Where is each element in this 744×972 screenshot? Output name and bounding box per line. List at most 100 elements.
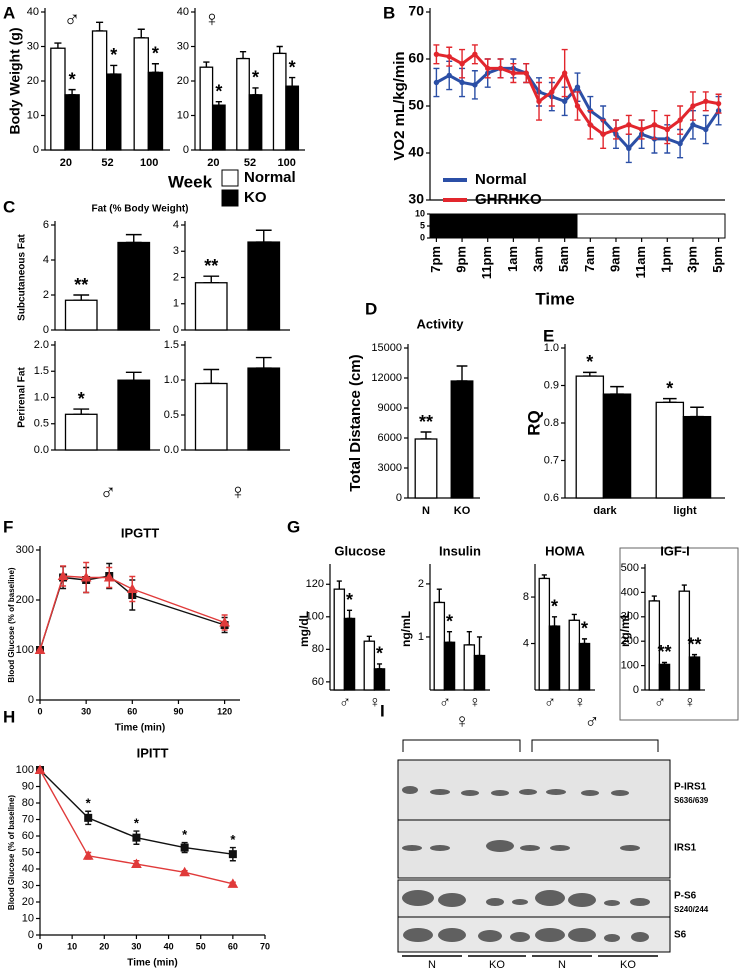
bar	[538, 577, 551, 691]
marker	[638, 126, 645, 133]
panel-label: G	[287, 517, 300, 536]
y-tick-label: 10	[177, 109, 189, 121]
error-bar	[203, 61, 210, 68]
panel-label: E	[543, 326, 554, 345]
legend-label: KO	[244, 189, 267, 206]
y-tick-label: 8	[523, 591, 529, 603]
dark-period	[430, 214, 578, 238]
error-bar	[571, 613, 577, 621]
significance: *	[376, 644, 383, 664]
x-tick-label: ♂	[544, 694, 556, 711]
y-axis-label: Blood Glucose (% of baseline)	[7, 567, 16, 682]
marker	[664, 126, 670, 133]
error-bar	[289, 76, 296, 87]
significance: *	[346, 590, 353, 610]
error-bar	[476, 636, 483, 657]
error-bar	[276, 45, 283, 55]
y-tick-label: 0	[33, 144, 39, 156]
x-tick-label: N	[422, 505, 430, 517]
error-bar	[73, 408, 90, 415]
x-tick-label: ♂	[654, 694, 666, 711]
panel-label: C	[3, 197, 15, 216]
bar	[443, 641, 456, 691]
y-tick-label: 50	[408, 97, 424, 113]
y-tick-label: 300	[16, 544, 34, 556]
x-tick-label: 52	[244, 157, 256, 169]
significance: *	[215, 81, 222, 101]
error-bar	[336, 580, 342, 590]
x-axis-label: Time (min)	[127, 958, 177, 969]
bar	[678, 590, 691, 691]
x-tick-label: 10	[67, 941, 77, 951]
marker	[574, 103, 581, 109]
bar	[548, 625, 561, 691]
error-bar	[255, 356, 272, 369]
series-line	[39, 575, 225, 651]
y-tick-label: 300	[621, 611, 639, 623]
marker	[523, 70, 529, 76]
x-tick-label: ♀	[469, 694, 481, 711]
y-tick-label: 80	[22, 797, 34, 809]
bar	[194, 382, 228, 451]
blot-frame	[397, 879, 671, 953]
legend-swatch	[221, 169, 239, 187]
marker	[536, 98, 542, 105]
bar	[133, 37, 149, 151]
significance: *	[252, 68, 259, 88]
y-tick-label: 0	[43, 324, 49, 336]
y-tick-label: 200	[16, 594, 34, 606]
x-tick-label: 7am	[582, 246, 597, 272]
blot-label: P-IRS1	[674, 782, 707, 793]
error-bar	[73, 294, 90, 301]
bar	[64, 413, 98, 451]
bar	[648, 600, 661, 691]
y-tick-label: 60	[408, 50, 424, 66]
significance: *	[110, 45, 117, 65]
chart-title: Fat (% Body Weight)	[91, 204, 188, 215]
error-bar	[446, 630, 453, 643]
y-tick-label: 2	[43, 289, 49, 301]
x-tick-label: ♂	[439, 694, 451, 711]
strip-tick-label: 10	[415, 208, 425, 218]
marker	[219, 616, 230, 627]
x-axis-label: Time (min)	[115, 723, 165, 734]
error-bar	[346, 609, 353, 620]
y-tick-label: 2.0	[34, 339, 49, 351]
chart-title: IGF-I	[660, 543, 690, 558]
y-axis-label: Perirenal Fat	[17, 367, 28, 428]
y-tick-label: 20	[177, 75, 189, 87]
y-tick-label: 30	[22, 879, 34, 891]
blot-site: S240/244	[674, 905, 709, 914]
bar	[373, 668, 386, 691]
y-tick-label: 9000	[378, 402, 402, 414]
y-tick-label: 40	[27, 6, 39, 18]
y-axis-label: Blood Glucose (% of baseline)	[7, 795, 16, 910]
bar	[688, 656, 701, 691]
error-bar	[252, 87, 259, 96]
bar	[363, 640, 376, 691]
panel-label: H	[3, 707, 15, 726]
significance: *	[78, 389, 85, 409]
y-tick-label: 10	[27, 109, 39, 121]
sex-symbol: ♀	[204, 6, 221, 31]
x-tick-label: light	[673, 505, 697, 517]
y-axis-label: ng/mL	[618, 611, 632, 647]
x-tick-label: 5pm	[710, 246, 725, 273]
marker	[561, 70, 568, 76]
marker	[472, 82, 478, 88]
y-tick-label: 0.5	[34, 418, 49, 430]
marker	[651, 122, 658, 128]
y-tick-label: 0	[173, 324, 179, 336]
y-tick-label: 0	[183, 144, 189, 156]
error-bar	[690, 406, 704, 418]
x-tick-label: dark	[593, 505, 617, 517]
bar	[248, 94, 263, 151]
x-tick-label: 9am	[607, 246, 622, 272]
marker	[677, 117, 683, 123]
marker	[433, 79, 440, 86]
y-tick-label: 60	[22, 830, 34, 842]
chart-title: Activity	[417, 316, 465, 331]
y-tick-label: 3	[173, 245, 179, 257]
bar	[272, 52, 287, 151]
bar	[578, 642, 591, 691]
